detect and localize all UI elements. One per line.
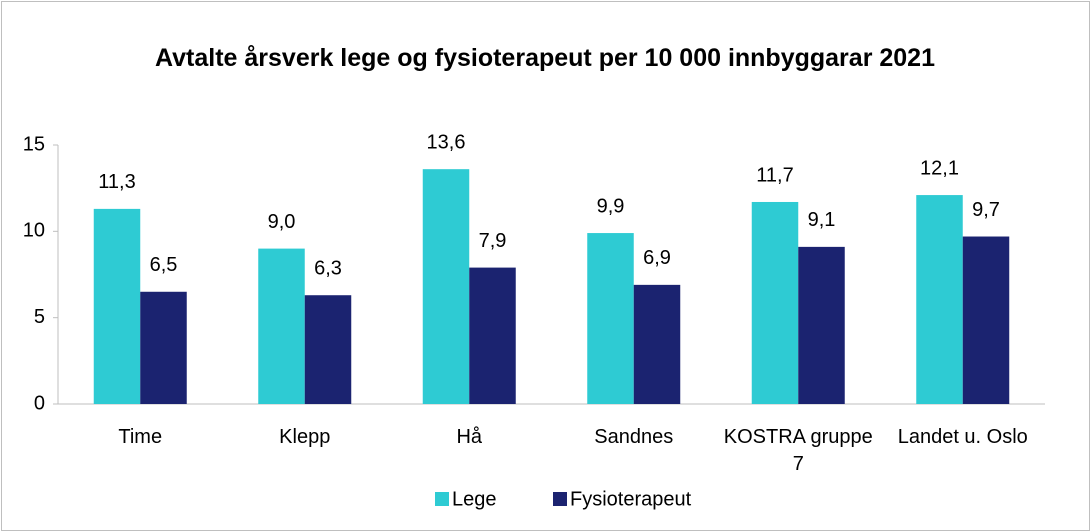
y-tick-label: 5 xyxy=(34,306,45,328)
x-tick-label: Klepp xyxy=(279,426,331,448)
x-tick-label: Landet u. Oslo xyxy=(897,426,1028,448)
bar xyxy=(587,233,634,404)
legend-swatch xyxy=(553,492,567,506)
bar xyxy=(422,169,470,404)
bar xyxy=(633,284,681,404)
y-tick-label: 15 xyxy=(23,133,45,155)
bar xyxy=(751,201,799,404)
bar xyxy=(304,295,352,404)
value-label: 12,1 xyxy=(920,157,959,179)
value-label: 9,1 xyxy=(808,209,836,231)
value-label: 9,0 xyxy=(268,211,296,233)
bar xyxy=(469,267,516,404)
legend-label: Fysioterapeut xyxy=(570,488,692,510)
value-label: 6,9 xyxy=(643,247,671,269)
bar xyxy=(916,195,963,404)
x-tick-label: KOSTRA gruppe 7 xyxy=(723,426,873,475)
value-label: 9,7 xyxy=(972,199,1000,221)
y-tick-label: 0 xyxy=(34,392,45,414)
legend-swatch xyxy=(435,492,449,506)
bar xyxy=(258,248,305,404)
x-tick-label: Hå xyxy=(456,426,483,448)
value-label: 7,9 xyxy=(479,230,507,252)
bar xyxy=(93,208,141,404)
bar xyxy=(798,246,845,404)
value-label: 11,3 xyxy=(98,171,135,193)
y-tick-label: 10 xyxy=(23,220,45,242)
value-label: 13,6 xyxy=(427,131,466,153)
x-tick-label: Time xyxy=(118,426,163,448)
bar xyxy=(140,291,187,404)
x-tick-label: Sandnes xyxy=(594,426,674,448)
chart-title: Avtalte årsverk lege og fysioterapeut pe… xyxy=(155,44,935,72)
value-label: 11,7 xyxy=(756,164,793,186)
legend-label: Lege xyxy=(452,488,497,510)
value-label: 9,9 xyxy=(597,195,625,217)
value-label: 6,3 xyxy=(314,258,342,280)
bar xyxy=(962,236,1010,404)
value-label: 6,5 xyxy=(150,254,178,276)
